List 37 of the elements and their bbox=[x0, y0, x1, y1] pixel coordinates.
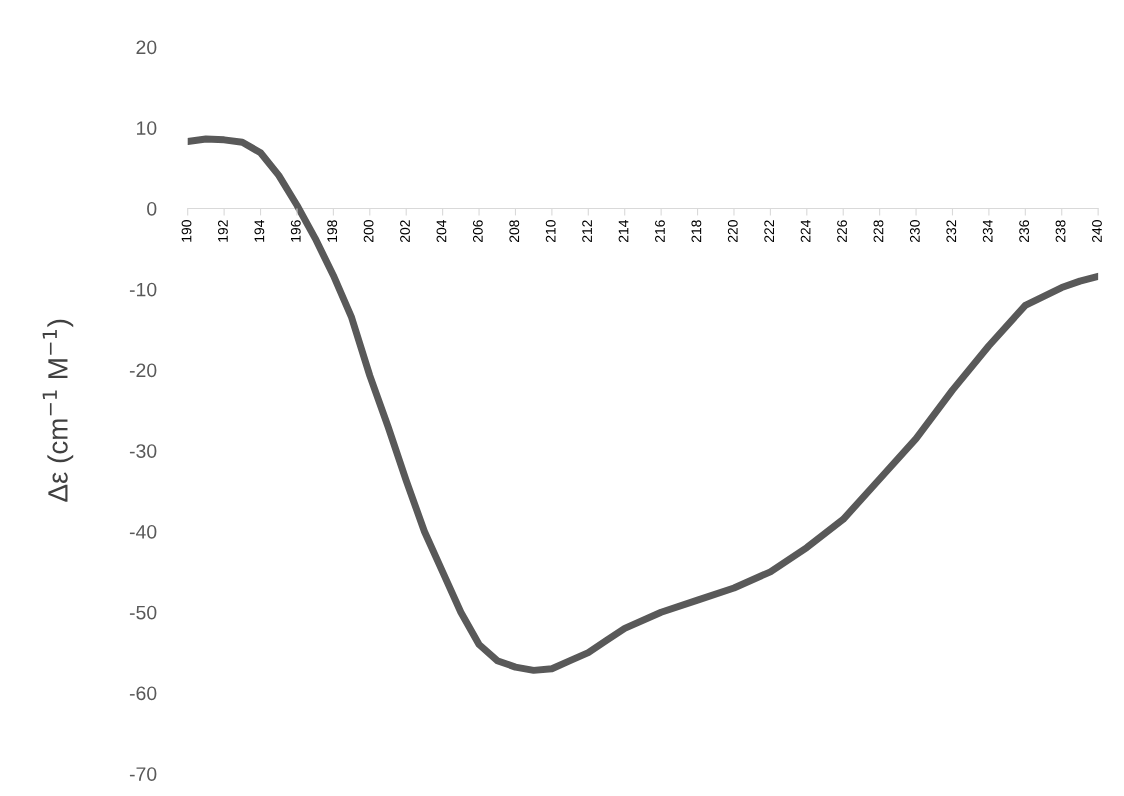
y-tick-label: -50 bbox=[129, 605, 157, 620]
x-tick-label: 216 bbox=[655, 220, 665, 243]
y-tick-label: 20 bbox=[136, 40, 157, 55]
y-tick-label: -70 bbox=[129, 767, 157, 781]
x-tick-label: 228 bbox=[873, 220, 884, 243]
x-tick-label: 206 bbox=[472, 220, 483, 243]
y-tick-label: -40 bbox=[129, 524, 157, 539]
x-tick-label: 210 bbox=[545, 220, 556, 243]
x-tick-label: 238 bbox=[1055, 220, 1066, 243]
y-tick-label: 0 bbox=[147, 201, 157, 216]
x-tick-label: 202 bbox=[400, 220, 410, 243]
x-tick-label: 192 bbox=[218, 220, 228, 242]
x-tick-label: 222 bbox=[764, 220, 774, 243]
x-tick-label: 196 bbox=[290, 220, 301, 242]
x-tick-label: 190 bbox=[181, 220, 192, 242]
x-tick-label: 232 bbox=[946, 220, 957, 243]
x-tick-label: 236 bbox=[1019, 220, 1030, 243]
y-tick-label: 10 bbox=[137, 121, 157, 135]
y-tick-label: -10 bbox=[129, 282, 157, 297]
x-tick-label: 214 bbox=[618, 219, 629, 243]
y-tick-label: -20 bbox=[129, 363, 157, 378]
x-tick-label: 240 bbox=[1092, 220, 1102, 243]
x-tick-label: 234 bbox=[982, 219, 993, 243]
x-tick-label: 208 bbox=[509, 220, 520, 243]
x-tick-label: 194 bbox=[254, 219, 265, 242]
x-tick-label: 230 bbox=[909, 220, 920, 243]
x-tick-label: 200 bbox=[363, 220, 374, 243]
x-tick-label: 212 bbox=[582, 220, 592, 243]
x-tick-label: 204 bbox=[436, 219, 447, 243]
x-tick-label: 198 bbox=[327, 220, 338, 242]
x-tick-label: 218 bbox=[691, 220, 702, 243]
x-tick-label: 224 bbox=[800, 219, 811, 243]
x-tick-label: 220 bbox=[727, 220, 738, 243]
y-tick-label: -30 bbox=[129, 444, 157, 458]
y-tick-label: -60 bbox=[129, 686, 157, 701]
x-tick-label: 226 bbox=[837, 220, 847, 243]
y-axis-title: Δε (cm$^{−1}$ M$^{−1}$) bbox=[42, 319, 74, 502]
